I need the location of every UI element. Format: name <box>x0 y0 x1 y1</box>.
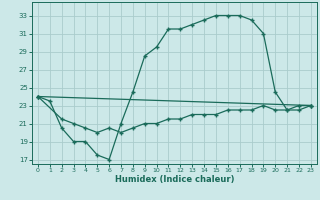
X-axis label: Humidex (Indice chaleur): Humidex (Indice chaleur) <box>115 175 234 184</box>
